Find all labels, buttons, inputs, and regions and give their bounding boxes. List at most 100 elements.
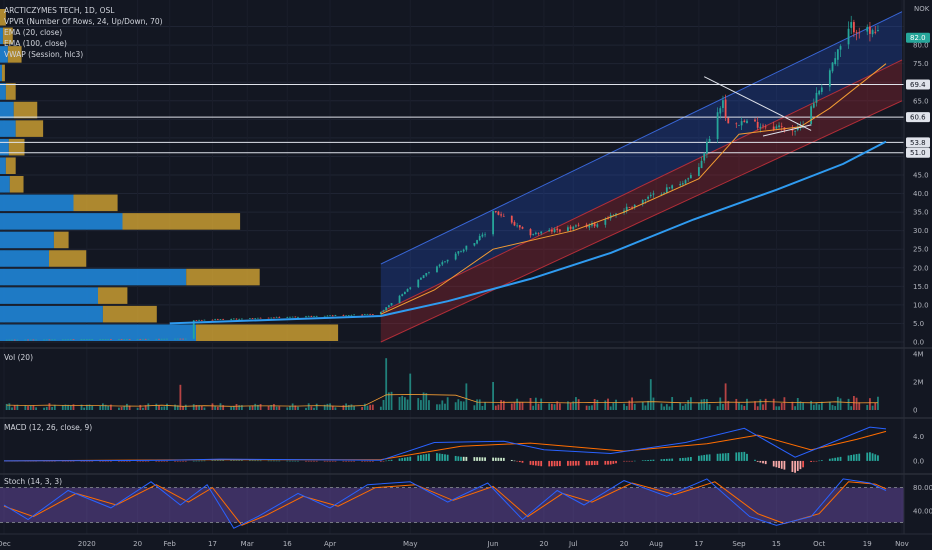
price-axis[interactable]: 80.0 75.0 65.0 45.0 40.0 35.0 30.0 25.0 20.0 15.0… xyxy=(906,32,932,516)
volume-bar-116 xyxy=(438,404,441,410)
candle-body xyxy=(764,126,767,128)
price-level-tag-3[interactable]: 51.0 xyxy=(906,147,930,158)
candle-232 xyxy=(871,28,874,38)
channel-lower-line[interactable] xyxy=(380,100,903,343)
price-level-tag-0[interactable]: 69.4 xyxy=(906,79,930,90)
price-level-tag-0-bg xyxy=(906,79,930,90)
macd-hist-232 xyxy=(871,453,874,461)
candle-99 xyxy=(371,314,374,315)
volume-bar-94 xyxy=(353,405,356,410)
candle-body xyxy=(53,339,56,341)
stoch-d-line[interactable] xyxy=(3,481,887,526)
vp-down-12 xyxy=(53,231,69,249)
volume-bar-53 xyxy=(200,405,203,410)
volume-bar-106 xyxy=(401,395,404,410)
volume-bar-25 xyxy=(99,405,102,410)
vp-up-1 xyxy=(0,27,3,45)
macd-hist-160 xyxy=(604,460,607,465)
macd-hist-141 xyxy=(532,460,535,466)
candle-body xyxy=(812,103,815,108)
macd-hist-116 xyxy=(438,453,441,461)
macd-hist-225 xyxy=(847,455,850,461)
volume-bar-200 xyxy=(754,401,756,410)
volume-bar-81 xyxy=(307,403,310,410)
candle-body xyxy=(67,339,70,341)
channel-middle-line[interactable] xyxy=(380,59,903,313)
volume-bar-142 xyxy=(534,397,537,410)
volume-bar-55 xyxy=(211,403,214,410)
candle-body xyxy=(593,223,596,227)
candle-170 xyxy=(641,199,644,207)
volume-bar-184 xyxy=(689,397,692,410)
time-tick-3: Feb xyxy=(163,540,176,548)
candle-body xyxy=(735,123,738,125)
candle-body xyxy=(390,303,393,306)
candle-body xyxy=(69,339,72,341)
candle-138 xyxy=(518,225,521,230)
legend-ema20[interactable]: EMA (20, close) xyxy=(4,28,62,37)
volume-bar-206 xyxy=(775,406,778,410)
time-axis[interactable]: Dec202020Feb17Mar16AprMayJun20Jul20Aug17… xyxy=(0,540,909,548)
time-tick-17: Oct xyxy=(813,540,825,548)
legend-ema100[interactable]: EMA (100, close) xyxy=(4,39,67,48)
ema100-line[interactable] xyxy=(169,140,887,325)
price-level-tag-2[interactable]: 53.8 xyxy=(906,137,930,148)
candle-body xyxy=(195,320,198,322)
candle-body xyxy=(310,315,313,317)
candle-137 xyxy=(516,222,519,228)
stoch-k-line[interactable] xyxy=(3,478,887,529)
legend-vpvr[interactable]: VPVR (Number Of Rows, 24, Up/Down, 70) xyxy=(4,17,163,26)
volume-bar-230 xyxy=(866,404,869,410)
candle-body xyxy=(385,307,388,311)
volume-bar-157 xyxy=(591,405,593,410)
candle-106 xyxy=(401,293,404,297)
macd-line[interactable] xyxy=(3,426,887,462)
last-price-tag[interactable]: 82.0 xyxy=(906,32,930,43)
candle-11 xyxy=(45,339,48,341)
candle-113 xyxy=(425,272,428,277)
macd-hist-41 xyxy=(158,460,160,462)
volume-bar-46 xyxy=(176,405,179,410)
macd-hist-231 xyxy=(869,452,871,461)
candle-208 xyxy=(780,122,783,132)
volume-bar-166 xyxy=(625,406,628,410)
candle-150 xyxy=(567,225,569,233)
macd-hist-219 xyxy=(820,460,823,461)
volume-bar-122 xyxy=(460,401,462,410)
candle-body xyxy=(48,339,51,341)
candle-139 xyxy=(521,226,524,230)
candle-200 xyxy=(754,118,756,122)
volume-bar-229 xyxy=(858,402,861,410)
legend-vwap[interactable]: VWAP (Session, hlc3) xyxy=(4,50,83,59)
macd-hist-82 xyxy=(310,460,313,462)
legend-stoch[interactable]: Stoch (14, 3, 3) xyxy=(4,477,62,486)
candle-body xyxy=(27,339,29,341)
candle-140 xyxy=(529,228,532,238)
volume-bar-171 xyxy=(644,405,647,410)
price-level-tag-1[interactable]: 60.6 xyxy=(906,112,930,123)
legend-symbol[interactable]: ARCTICZYMES TECH, 1D, OSL xyxy=(4,6,115,15)
pane-separators[interactable] xyxy=(0,0,932,535)
macd-hist-104 xyxy=(390,459,393,461)
last-price-tag-text: 82.0 xyxy=(910,34,926,42)
volume-bar-108 xyxy=(406,399,409,410)
legend-macd[interactable]: MACD (12, 26, close, 9) xyxy=(4,423,92,432)
trend-line-up[interactable] xyxy=(762,124,812,137)
legend-vol[interactable]: Vol (20) xyxy=(4,353,33,362)
ema20-line[interactable] xyxy=(380,63,887,315)
macd-hist-148 xyxy=(556,460,559,467)
volume-bar-7 xyxy=(29,405,32,410)
candle-body xyxy=(29,339,32,341)
trend-line-down[interactable] xyxy=(704,76,812,131)
candle-146 xyxy=(550,227,553,235)
candle-body xyxy=(219,319,222,320)
candle-body xyxy=(492,211,494,235)
volume-profile xyxy=(0,9,339,341)
channel-upper-line[interactable] xyxy=(380,11,903,265)
price-level-tag-0-text: 69.4 xyxy=(910,81,926,89)
candle-body xyxy=(174,338,176,340)
macd-hist-149 xyxy=(559,460,561,467)
candle-body xyxy=(101,339,104,340)
macd-hist-147 xyxy=(553,460,556,467)
